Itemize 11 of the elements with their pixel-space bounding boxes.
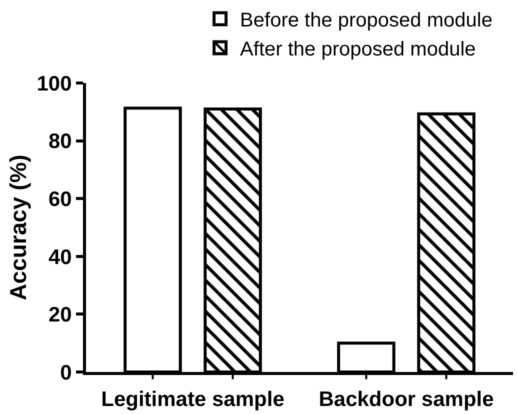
- y-tick-label: 100: [36, 72, 72, 96]
- y-tick-label: 80: [48, 130, 72, 154]
- y-tick-label: 20: [48, 304, 72, 327]
- x-tick-label: Backdoor sample: [318, 388, 494, 412]
- y-tick-label: 60: [48, 188, 72, 211]
- y-tick-label: 0: [60, 361, 72, 384]
- y-tick-label: 40: [48, 246, 72, 269]
- legend-label: After the proposed module: [240, 38, 476, 60]
- x-tick-label: Legitimate sample: [101, 388, 284, 412]
- legend-label: Before the proposed module: [240, 10, 492, 32]
- y-axis-title: Accuracy (%): [5, 154, 32, 300]
